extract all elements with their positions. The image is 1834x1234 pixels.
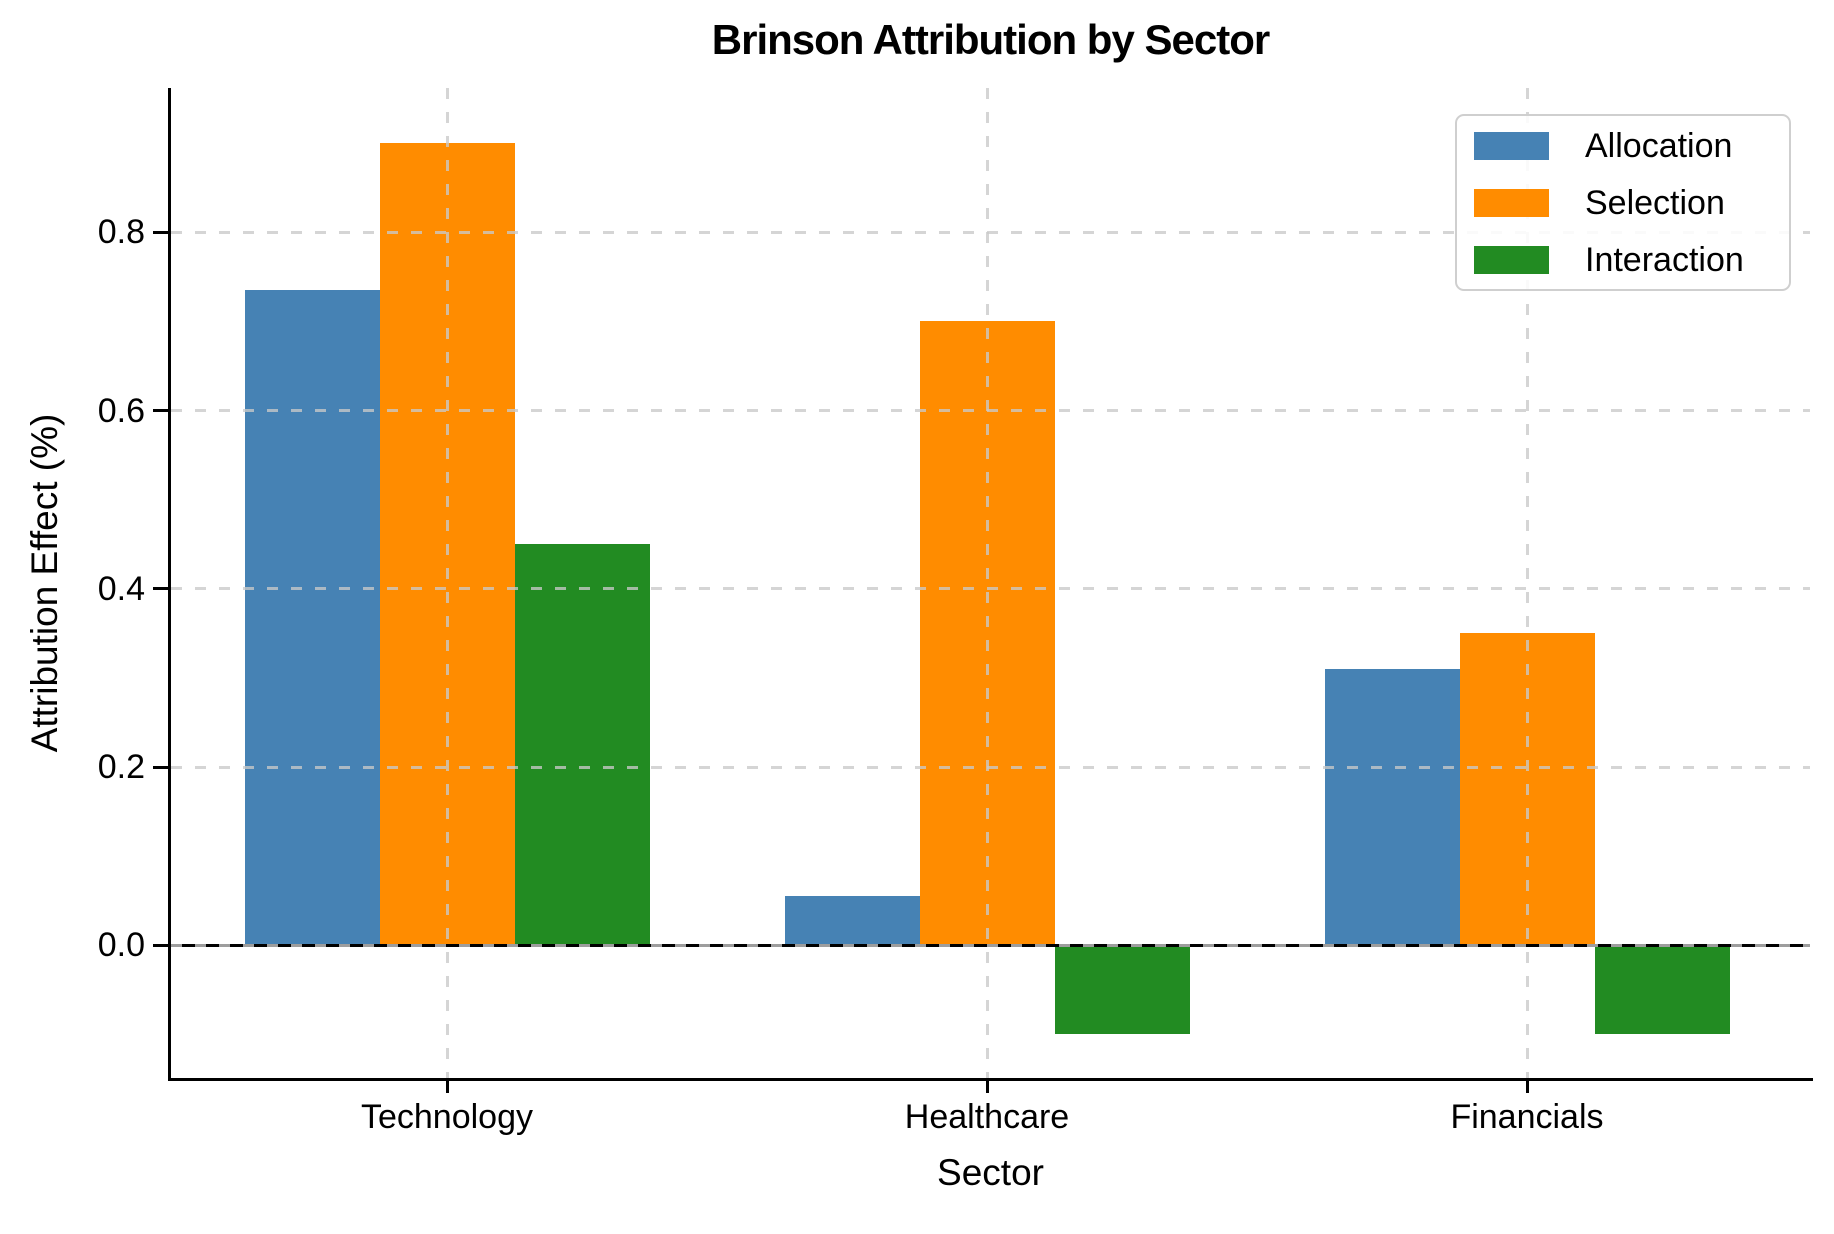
- y-tick-label-0.2: 0.2: [97, 748, 145, 786]
- gridline-h-0.2: [171, 765, 1810, 769]
- gridline-v-healthcare: [985, 88, 989, 1078]
- y-tick-label-0.4: 0.4: [97, 569, 145, 608]
- x-tick-label-healthcare: Healthcare: [904, 1098, 1070, 1136]
- y-tick-label-0.6: 0.6: [97, 391, 145, 430]
- legend-item-interaction: Interaction: [1474, 240, 1775, 279]
- x-tick-label-technology: Technology: [360, 1098, 533, 1136]
- gridline-h-0.8: [171, 230, 1810, 234]
- plot-area: [171, 88, 1810, 1078]
- y-tick-mark-0: [153, 943, 168, 947]
- legend-swatch-allocation: [1474, 131, 1549, 160]
- gridline-v-financials: [1525, 88, 1529, 1078]
- y-tick-mark-0.2: [153, 765, 168, 769]
- gridline-h-0.4: [171, 587, 1810, 591]
- left-spine: [168, 88, 171, 1081]
- gridline-v-technology: [445, 88, 449, 1078]
- legend-item-allocation: Allocation: [1474, 126, 1775, 165]
- legend: Allocation Selection Interaction: [1455, 114, 1791, 291]
- legend-label-allocation: Allocation: [1585, 126, 1733, 165]
- bar-technology-allocation: [244, 290, 380, 946]
- legend-label-interaction: Interaction: [1585, 240, 1744, 279]
- bar-healthcare-allocation: [784, 896, 920, 946]
- x-axis-label: Sector: [937, 1152, 1044, 1193]
- x-tick-mark-technology: [445, 1078, 449, 1093]
- y-tick-label-0: 0.0: [97, 926, 145, 965]
- chart-title: Brinson Attribution by Sector: [711, 16, 1270, 63]
- x-tick-mark-healthcare: [985, 1078, 989, 1093]
- y-tick-label-0.8: 0.8: [97, 213, 145, 252]
- y-tick-mark-0.4: [153, 587, 168, 591]
- legend-swatch-interaction: [1474, 245, 1549, 274]
- gridline-h-0.6: [171, 409, 1810, 413]
- legend-item-selection: Selection: [1474, 183, 1775, 222]
- x-tick-label-financials: Financials: [1450, 1098, 1604, 1136]
- y-tick-mark-0.6: [153, 409, 168, 413]
- bar-healthcare-interaction: [1054, 945, 1190, 1035]
- bar-financials-interaction: [1594, 945, 1730, 1035]
- x-tick-mark-financials: [1525, 1078, 1529, 1093]
- legend-swatch-selection: [1474, 188, 1549, 217]
- legend-label-selection: Selection: [1585, 183, 1725, 222]
- gridline-h-0: [171, 943, 1810, 947]
- bottom-spine: [168, 1078, 1813, 1081]
- bar-technology-interaction: [514, 544, 650, 946]
- y-tick-mark-0.8: [153, 230, 168, 234]
- bar-financials-allocation: [1324, 668, 1460, 946]
